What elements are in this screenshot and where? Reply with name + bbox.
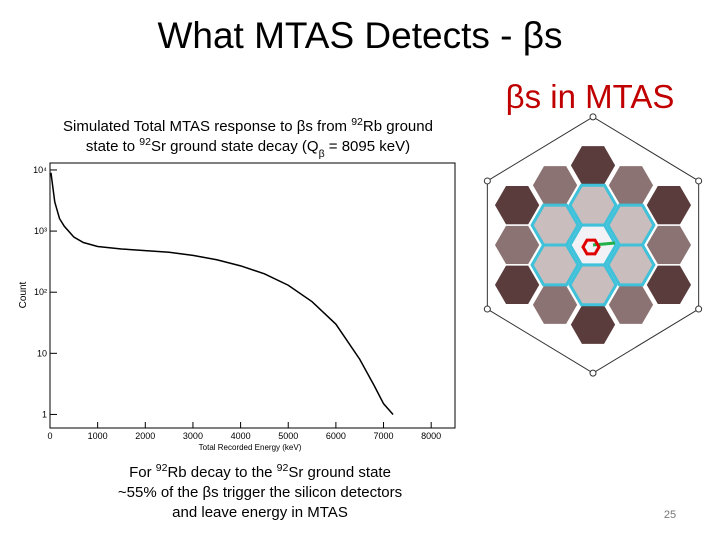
text-segment: Sr ground state decay (Q [151,138,319,155]
casing-bolt [483,305,491,313]
detector-module [606,203,656,247]
x-tick-label: 1000 [88,431,108,441]
text-line: Simulated Total MTAS response to βs from… [63,116,433,135]
text-segment: 92 [351,116,363,128]
detector-module [606,243,656,287]
y-tick-label: 10³ [34,226,47,236]
text-segment: Rb decay to the [167,464,276,481]
x-tick-label: 7000 [374,431,394,441]
slide-title: What MTAS Detects - βs [157,15,562,56]
detector-module [568,183,618,227]
y-tick-label: 10⁴ [33,165,47,175]
x-tick-label: 4000 [231,431,251,441]
text-segment: For [129,464,156,481]
text-line: and leave energy in MTAS [172,504,348,521]
text-line: For 92Rb decay to the 92Sr ground state [129,462,391,481]
text-segment: = 8095 keV) [325,138,410,155]
text-segment: Simulated Total MTAS response to βs from [63,118,351,135]
text-segment: β [319,148,325,160]
x-tick-label: 2000 [135,431,155,441]
y-tick-label: 10² [34,287,47,297]
text-line: ~55% of the βs trigger the silicon detec… [118,484,402,501]
text-segment: 92 [277,462,289,474]
y-axis-label: Count [18,281,29,308]
detector-module [530,203,580,247]
x-tick-label: 5000 [278,431,298,441]
text-segment: ~55% of the βs trigger the silicon detec… [118,484,402,501]
casing-bolt [589,113,597,121]
x-tick-label: 0 [47,431,52,441]
plot-frame [49,162,456,429]
detector-module [530,243,580,287]
text-segment: Rb ground [363,118,433,135]
detector-module [568,263,618,307]
decay-marker [581,238,601,256]
x-tick-label: 3000 [183,431,203,441]
page-number: 25 [664,509,676,521]
text-segment: 92 [156,462,168,474]
casing-bolt [695,305,703,313]
text-segment: Sr ground state [288,464,391,481]
x-axis-label: Total Recorded Energy (keV) [199,443,302,452]
casing-bolt [589,369,597,377]
text-line: state to 92Sr ground state decay (Qβ = 8… [86,136,410,160]
casing-bolt [695,177,703,185]
x-tick-label: 8000 [421,431,441,441]
mtas-diagram [483,113,703,377]
detector-module [645,264,693,306]
text-segment: state to [86,138,139,155]
x-tick-label: 6000 [326,431,346,441]
y-tick-label: 10 [37,348,47,358]
detector-module [493,264,541,306]
text-segment: and leave energy in MTAS [172,504,348,521]
text-segment: 92 [139,136,151,148]
y-tick-label: 1 [42,409,47,419]
casing-bolt [483,177,491,185]
heading: βs in MTAS [506,78,675,115]
spectrum-line [50,172,394,415]
